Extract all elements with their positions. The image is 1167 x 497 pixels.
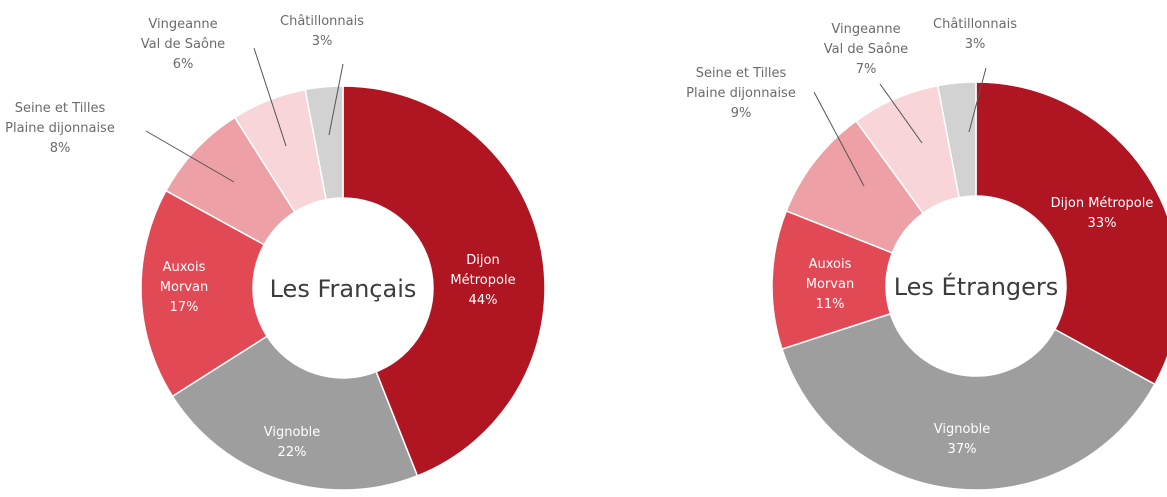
leader-line bbox=[145, 130, 235, 183]
leader-line bbox=[879, 83, 923, 144]
slice-auxois-morvan bbox=[140, 189, 269, 398]
slice-label: Vingeanne Val de Saône 6% bbox=[141, 17, 225, 72]
slice-ch-tillonnais bbox=[936, 81, 977, 199]
slice-label: Châtillonnais 3% bbox=[933, 17, 1017, 52]
leader-line bbox=[328, 63, 344, 136]
slice-label: Auxois Morvan 11% bbox=[806, 257, 854, 312]
leader-line bbox=[968, 67, 987, 133]
chart-center-title: Les Étrangers bbox=[894, 272, 1059, 301]
leader-line bbox=[253, 47, 287, 147]
slice-label: Châtillonnais 3% bbox=[280, 14, 364, 49]
chart-center-title: Les Français bbox=[270, 275, 417, 303]
slice-label: Dijon Métropole 33% bbox=[1051, 196, 1154, 231]
slice-label: Dijon Métropole 44% bbox=[450, 253, 515, 308]
slice-label: Vignoble 37% bbox=[934, 422, 991, 457]
slice-vignoble bbox=[781, 312, 1156, 491]
slice-label: Seine et Tilles Plaine dijonnaise 8% bbox=[5, 101, 115, 156]
donut-chart-1: Dijon Métropole 44% Vignoble 22% Auxois Morvan… bbox=[5, 14, 546, 491]
donut-chart-2: Dijon Métropole 33% Vignoble 37% Auxois Morva… bbox=[686, 17, 1167, 491]
slice-dijon-m-tropole bbox=[342, 85, 546, 477]
slice-label: Vingeanne Val de Saône 7% bbox=[824, 22, 908, 77]
slice-label: Vignoble 22% bbox=[264, 425, 321, 460]
slice-label: Auxois Morvan 17% bbox=[160, 260, 208, 315]
slice-vignoble bbox=[171, 335, 419, 491]
slice-label: Seine et Tilles Plaine dijonnaise 9% bbox=[686, 66, 796, 121]
leader-line bbox=[813, 91, 865, 187]
slice-dijon-m-tropole bbox=[975, 81, 1167, 386]
